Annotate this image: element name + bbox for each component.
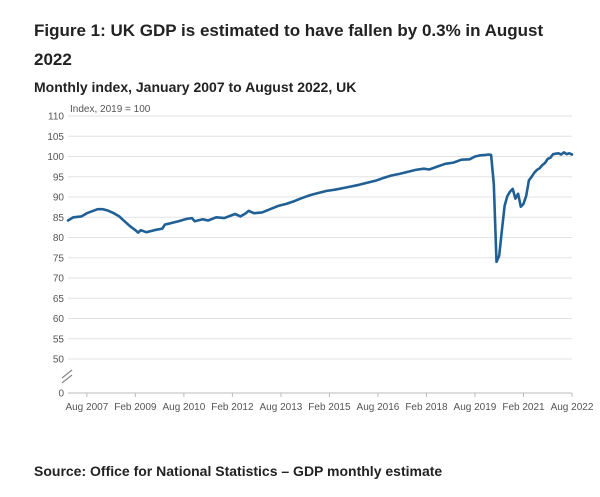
y-tick-label: 65 xyxy=(53,294,65,305)
axis-break-mark xyxy=(61,369,73,379)
y-tick-label: 75 xyxy=(53,253,65,264)
x-tick-label: Feb 2012 xyxy=(211,402,254,413)
x-tick-label: Feb 2018 xyxy=(405,402,448,413)
y-tick-labels: 0 50 55 60 65 70 75 80 85 90 95 100 105 110 xyxy=(47,112,64,400)
x-tick-label: Feb 2009 xyxy=(114,402,157,413)
gridlines xyxy=(68,115,572,360)
y-tick-label: 100 xyxy=(47,152,64,163)
y-tick-label: 105 xyxy=(47,132,64,143)
y-tick-label: 80 xyxy=(53,233,65,244)
x-tick-label: Aug 2010 xyxy=(162,402,205,413)
y-tick-label: 110 xyxy=(48,112,64,123)
chart-svg: 0 50 55 60 65 70 75 80 85 90 95 100 105 110 Aug 2007 F… xyxy=(47,104,594,413)
chart-subtitle: Monthly index, January 2007 to August 20… xyxy=(34,79,357,95)
x-tick-label: Aug 2022 xyxy=(551,402,594,413)
gdp-index-line xyxy=(66,151,574,264)
x-tick-label: Aug 2013 xyxy=(260,402,303,413)
axes xyxy=(61,369,572,394)
y-tick-label: 70 xyxy=(53,274,65,285)
y-tick-label: 90 xyxy=(53,193,65,204)
y-tick-label: 55 xyxy=(53,334,65,345)
axis-break-mark xyxy=(61,374,73,384)
y-tick-label: 85 xyxy=(53,213,65,224)
y-tick-label: 50 xyxy=(53,355,65,366)
x-tick-labels: Aug 2007 Feb 2009 Aug 2010 Feb 2012 Aug 2013… xyxy=(65,393,594,413)
x-tick-label: Aug 2019 xyxy=(454,402,497,413)
x-tick-label: Aug 2007 xyxy=(65,402,108,413)
y-tick-label: 0 xyxy=(58,389,64,400)
x-tick-label: Feb 2015 xyxy=(308,402,351,413)
chart-title: Figure 1: UK GDP is estimated to have fa… xyxy=(34,21,544,69)
y-tick-label: 95 xyxy=(53,172,65,183)
y-axis-unit-label: Index, 2019 = 100 xyxy=(70,104,151,115)
x-tick-label: Feb 2021 xyxy=(502,402,545,413)
y-tick-label: 60 xyxy=(53,314,65,325)
x-tick-label: Aug 2016 xyxy=(357,402,400,413)
source-note: Source: Office for National Statistics –… xyxy=(34,463,443,479)
